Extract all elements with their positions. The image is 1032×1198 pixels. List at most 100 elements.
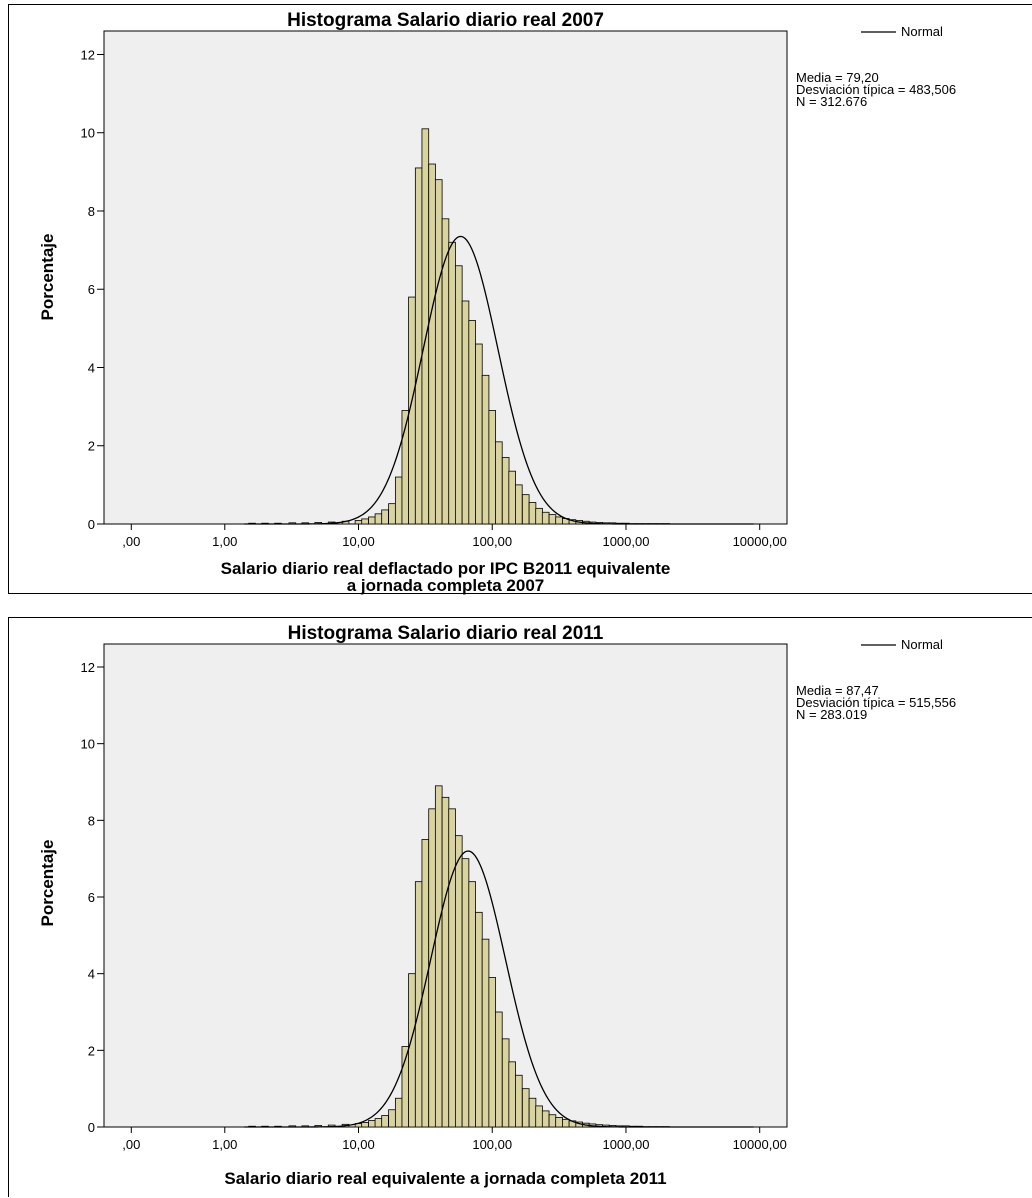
histogram-bar — [354, 520, 363, 525]
y-tick-label: 12 — [81, 660, 95, 675]
histogram-bar — [428, 808, 436, 1128]
x-tick-label: ,00 — [122, 1137, 140, 1152]
x-tick-label: ,00 — [122, 534, 140, 549]
x-tick-label: 10000,00 — [733, 534, 787, 549]
stats-line: Desviación típica = 483,506 — [796, 82, 956, 97]
histogram-bar — [508, 470, 516, 525]
histogram-bar — [501, 1038, 510, 1128]
histogram-bar — [414, 881, 423, 1128]
histogram-bar — [414, 167, 423, 525]
y-tick-label: 6 — [88, 282, 95, 297]
histogram-panel-2011: Histograma Salario diario real 2011 0 2 4 6 8… — [8, 617, 1032, 1197]
histogram-chart-2007: Histograma Salario diario real 2007 0 2 4 6 8… — [38, 10, 956, 595]
y-tick-label: 2 — [88, 439, 95, 454]
y-tick-label: 8 — [88, 204, 95, 219]
normal-curve — [244, 235, 754, 525]
y-tick-label: 4 — [88, 967, 95, 982]
histogram-bar — [541, 1110, 550, 1128]
histogram-bar — [381, 1115, 389, 1128]
histogram-bar — [488, 410, 497, 525]
histogram-bar — [448, 808, 456, 1128]
histogram-bar — [394, 1097, 403, 1128]
chart-title: Histograma Salario diario real 2007 — [287, 10, 604, 31]
histogram-bar — [515, 484, 523, 525]
histogram-bar — [454, 835, 463, 1128]
histogram-bar — [434, 785, 443, 1128]
x-tick-label: 100,00 — [472, 534, 512, 549]
histogram-bar — [541, 511, 550, 525]
x-tick-label: 1,00 — [212, 534, 237, 549]
histogram-bar — [475, 911, 483, 1128]
histogram-bar — [454, 265, 463, 525]
x-tick-label: 10000,00 — [733, 1137, 787, 1152]
histogram-bars — [248, 128, 671, 525]
legend-label-normal: Normal — [901, 24, 943, 39]
y-tick-label: 10 — [81, 737, 95, 752]
histogram-bar — [434, 179, 443, 525]
histogram-bar — [448, 241, 456, 525]
histogram-bar — [374, 513, 383, 525]
histogram-bar — [381, 509, 389, 525]
x-tick-label: 1,00 — [212, 1137, 237, 1152]
histogram-bar — [548, 514, 557, 525]
histogram-bar — [428, 163, 436, 525]
stats-line: Desviación típica = 515,556 — [796, 695, 956, 710]
stats-line: Media = 87,47 — [796, 683, 879, 698]
x-tick-label: 1000,00 — [602, 1137, 649, 1152]
y-tick-label: 10 — [81, 126, 95, 141]
chart-title: Histograma Salario diario real 2011 — [288, 623, 604, 644]
y-tick-label: 12 — [81, 47, 95, 62]
histogram-bar — [388, 503, 396, 525]
y-axis-label: Porcentaje — [38, 234, 57, 321]
histogram-bar — [361, 518, 369, 525]
histogram-bars — [248, 785, 671, 1128]
histogram-bar — [475, 343, 483, 525]
x-axis-label: Salario diario real deflactado por IPC B… — [221, 559, 671, 578]
histogram-bar — [441, 796, 450, 1128]
normal-curve — [244, 850, 754, 1128]
histogram-bar — [521, 1088, 530, 1128]
histogram-bar — [481, 374, 490, 525]
histogram-bar — [562, 1118, 570, 1128]
histogram-bar — [361, 1121, 369, 1128]
y-tick-label: 0 — [88, 517, 95, 532]
histogram-bar — [535, 507, 543, 525]
histogram-bar — [388, 1109, 396, 1128]
histogram-panel-2007: Histograma Salario diario real 2007 0 2 4 6 8… — [8, 4, 1032, 595]
y-tick-label: 0 — [88, 1120, 95, 1135]
histogram-bar — [394, 476, 403, 525]
x-tick-label: 100,00 — [472, 1137, 512, 1152]
stats-line: N = 283.019 — [796, 707, 867, 722]
histogram-bar — [368, 516, 376, 525]
histogram-bar — [501, 457, 510, 525]
histogram-bar — [374, 1118, 383, 1128]
histogram-bar — [408, 973, 416, 1128]
histogram-bar — [555, 516, 563, 525]
histogram-bar — [515, 1074, 523, 1128]
histogram-chart-2011: Histograma Salario diario real 2011 0 2 4 6 8… — [38, 623, 956, 1188]
stats-line: Media = 79,20 — [796, 70, 879, 85]
histogram-bar — [495, 1011, 503, 1128]
histogram-bar — [368, 1120, 376, 1128]
y-tick-label: 8 — [88, 813, 95, 828]
histogram-bar — [468, 320, 476, 525]
histogram-bar — [535, 1105, 543, 1128]
x-tick-label: 1000,00 — [602, 534, 649, 549]
histogram-bar — [521, 494, 530, 525]
x-tick-label: 10,00 — [342, 1137, 375, 1152]
histogram-bar — [548, 1114, 557, 1128]
histogram-bar — [528, 1097, 537, 1128]
x-axis-label: Salario diario real equivalente a jornad… — [224, 1169, 666, 1188]
y-axis-label: Porcentaje — [38, 840, 57, 927]
histogram-bar — [481, 938, 490, 1128]
x-axis-label: a jornada completa 2007 — [347, 576, 544, 595]
y-tick-label: 6 — [88, 890, 95, 905]
histogram-bar — [495, 441, 503, 525]
x-tick-label: 10,00 — [342, 534, 375, 549]
histogram-bar — [461, 300, 470, 525]
histogram-bar — [555, 1117, 563, 1128]
histogram-bar — [468, 881, 476, 1128]
legend-label-normal: Normal — [901, 637, 943, 652]
y-tick-label: 2 — [88, 1043, 95, 1058]
histogram-bar — [508, 1061, 516, 1128]
